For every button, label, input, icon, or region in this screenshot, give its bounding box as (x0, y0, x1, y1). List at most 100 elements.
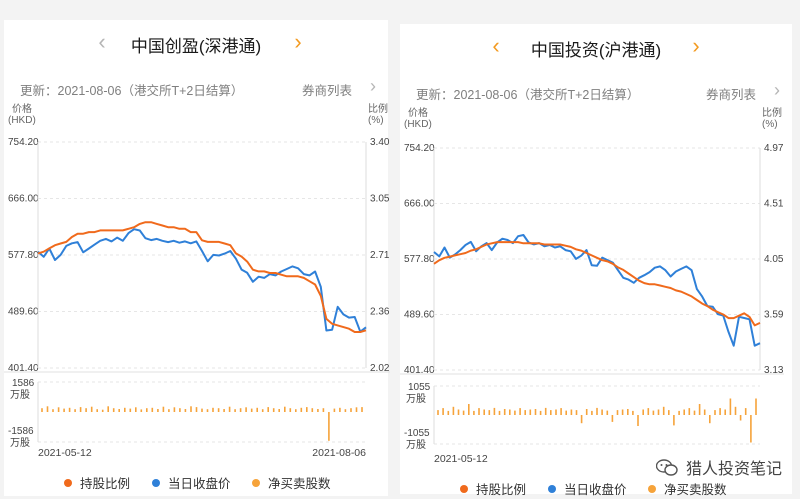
net-flow-bar (534, 409, 537, 415)
panel-shanghai-connect: ‹ 中国投资(沪港通) › 更新：2021-08-06（港交所T+2日结算） 券… (400, 24, 792, 497)
left-tick-label: 401.40 (8, 363, 39, 374)
net-flow-bar (146, 408, 148, 412)
legend-dot (152, 479, 160, 487)
legend-label: 净买卖股数 (268, 477, 331, 491)
net-flow-bar (709, 415, 711, 424)
net-flow-bar (591, 410, 593, 415)
net-flow-bar (544, 407, 547, 415)
legend-dot (648, 485, 656, 493)
chevron-right-icon[interactable]: › (370, 76, 376, 96)
net-flow-bar (744, 408, 747, 415)
net-flow-bar (683, 409, 685, 415)
bar-max-label: 1055 (408, 382, 431, 393)
net-flow-bar (457, 409, 460, 415)
net-flow-bar (129, 408, 132, 412)
net-flow-bar (311, 408, 314, 412)
net-flow-bar (580, 415, 583, 424)
net-flow-bar (256, 407, 258, 412)
net-flow-bar (632, 410, 634, 415)
legend-item: 持股比例 (460, 479, 526, 498)
net-flow-bar (452, 406, 455, 415)
net-flow-bar (498, 410, 501, 415)
net-flow-bar (322, 408, 325, 412)
net-flow-bar (560, 408, 562, 415)
net-flow-bar (462, 410, 465, 415)
series-line (37, 228, 367, 333)
panel-shenzhen-connect: ‹ 中国创盈(深港通) › 更新：2021-08-06（港交所T+2日结算） 券… (4, 20, 390, 496)
net-flow-bar (85, 408, 87, 412)
chevron-left-icon[interactable]: ‹ (492, 33, 500, 58)
legend-dot (252, 479, 260, 487)
bar-min-unit: 万股 (406, 439, 426, 451)
chevron-right-icon[interactable]: › (774, 80, 780, 100)
left-tick-label: 666.00 (404, 199, 435, 210)
net-flow-bar (693, 410, 696, 415)
net-flow-bar (184, 409, 187, 412)
net-flow-bar (652, 410, 655, 415)
broker-list-link[interactable]: 券商列表 (705, 88, 756, 102)
right-tick-label: 3.13 (764, 365, 784, 376)
net-flow-bar (179, 408, 181, 412)
right-tick-label: 2.02 (370, 363, 390, 374)
bar-max-label: 1586 (12, 378, 35, 389)
net-flow-bar (245, 407, 247, 412)
net-flow-bar (195, 407, 198, 412)
net-flow-bar (217, 408, 220, 412)
net-flow-bar (135, 407, 137, 412)
net-flow-bar (41, 408, 43, 412)
net-flow-bar (627, 409, 629, 415)
net-flow-bar (565, 410, 567, 415)
update-info: 更新：2021-08-06（港交所T+2日结算） (20, 84, 244, 98)
net-flow-bar (250, 408, 253, 412)
net-flow-bar (601, 409, 603, 415)
net-flow-bar (468, 404, 470, 415)
net-flow-bar (101, 409, 104, 412)
legend-item: 净买卖股数 (648, 479, 727, 498)
series-line (433, 234, 761, 347)
series-line (37, 221, 367, 333)
net-flow-bar (267, 407, 269, 412)
right-tick-label: 3.40 (370, 137, 390, 148)
net-flow-bar (239, 408, 242, 412)
net-flow-bar (529, 409, 532, 415)
bar-max-unit: 万股 (406, 393, 426, 405)
net-flow-bar (284, 406, 286, 412)
holding-chart: 价格(HKD) 比例(%) 754.20 3.40 666.00 3.05 577.80 2.… (4, 102, 390, 459)
net-flow-bar (570, 409, 573, 415)
chevron-right-icon[interactable]: › (692, 33, 700, 58)
right-axis-unit: (%) (368, 115, 384, 126)
net-flow-bar (447, 410, 450, 415)
chevron-right-icon[interactable]: › (294, 29, 302, 54)
net-flow-bar (509, 409, 511, 415)
right-tick-label: 3.59 (764, 310, 784, 321)
net-flow-bar (642, 409, 644, 415)
net-flow-bar (261, 409, 264, 412)
net-flow-bar (673, 415, 675, 426)
net-flow-bar (124, 407, 126, 412)
net-flow-bar (90, 406, 93, 412)
left-axis-unit: (HKD) (404, 119, 432, 130)
net-flow-bar (442, 408, 444, 415)
chevron-left-icon[interactable]: ‹ (98, 29, 106, 54)
broker-list-link[interactable]: 券商列表 (301, 84, 352, 98)
net-flow-bar (68, 407, 71, 412)
right-axis-label: 比例 (762, 106, 782, 119)
net-flow-bar (350, 408, 352, 412)
net-flow-bar (678, 410, 680, 415)
net-flow-bar (63, 408, 65, 412)
net-flow-bar (703, 409, 706, 415)
left-axis-label: 价格 (12, 102, 32, 115)
net-flow-bar (278, 409, 280, 412)
net-flow-bar (344, 409, 347, 412)
net-flow-bar (488, 410, 491, 415)
left-tick-label: 489.60 (8, 307, 39, 318)
net-flow-bar (621, 409, 624, 415)
net-flow-bar (606, 410, 609, 415)
net-flow-bar (734, 406, 737, 415)
net-flow-bar (57, 407, 60, 412)
net-flow-bar (212, 407, 214, 412)
net-flow-bar (52, 409, 54, 412)
left-axis-label: 价格 (408, 106, 428, 119)
left-tick-label: 401.40 (404, 365, 435, 376)
right-tick-label: 4.97 (764, 143, 784, 154)
